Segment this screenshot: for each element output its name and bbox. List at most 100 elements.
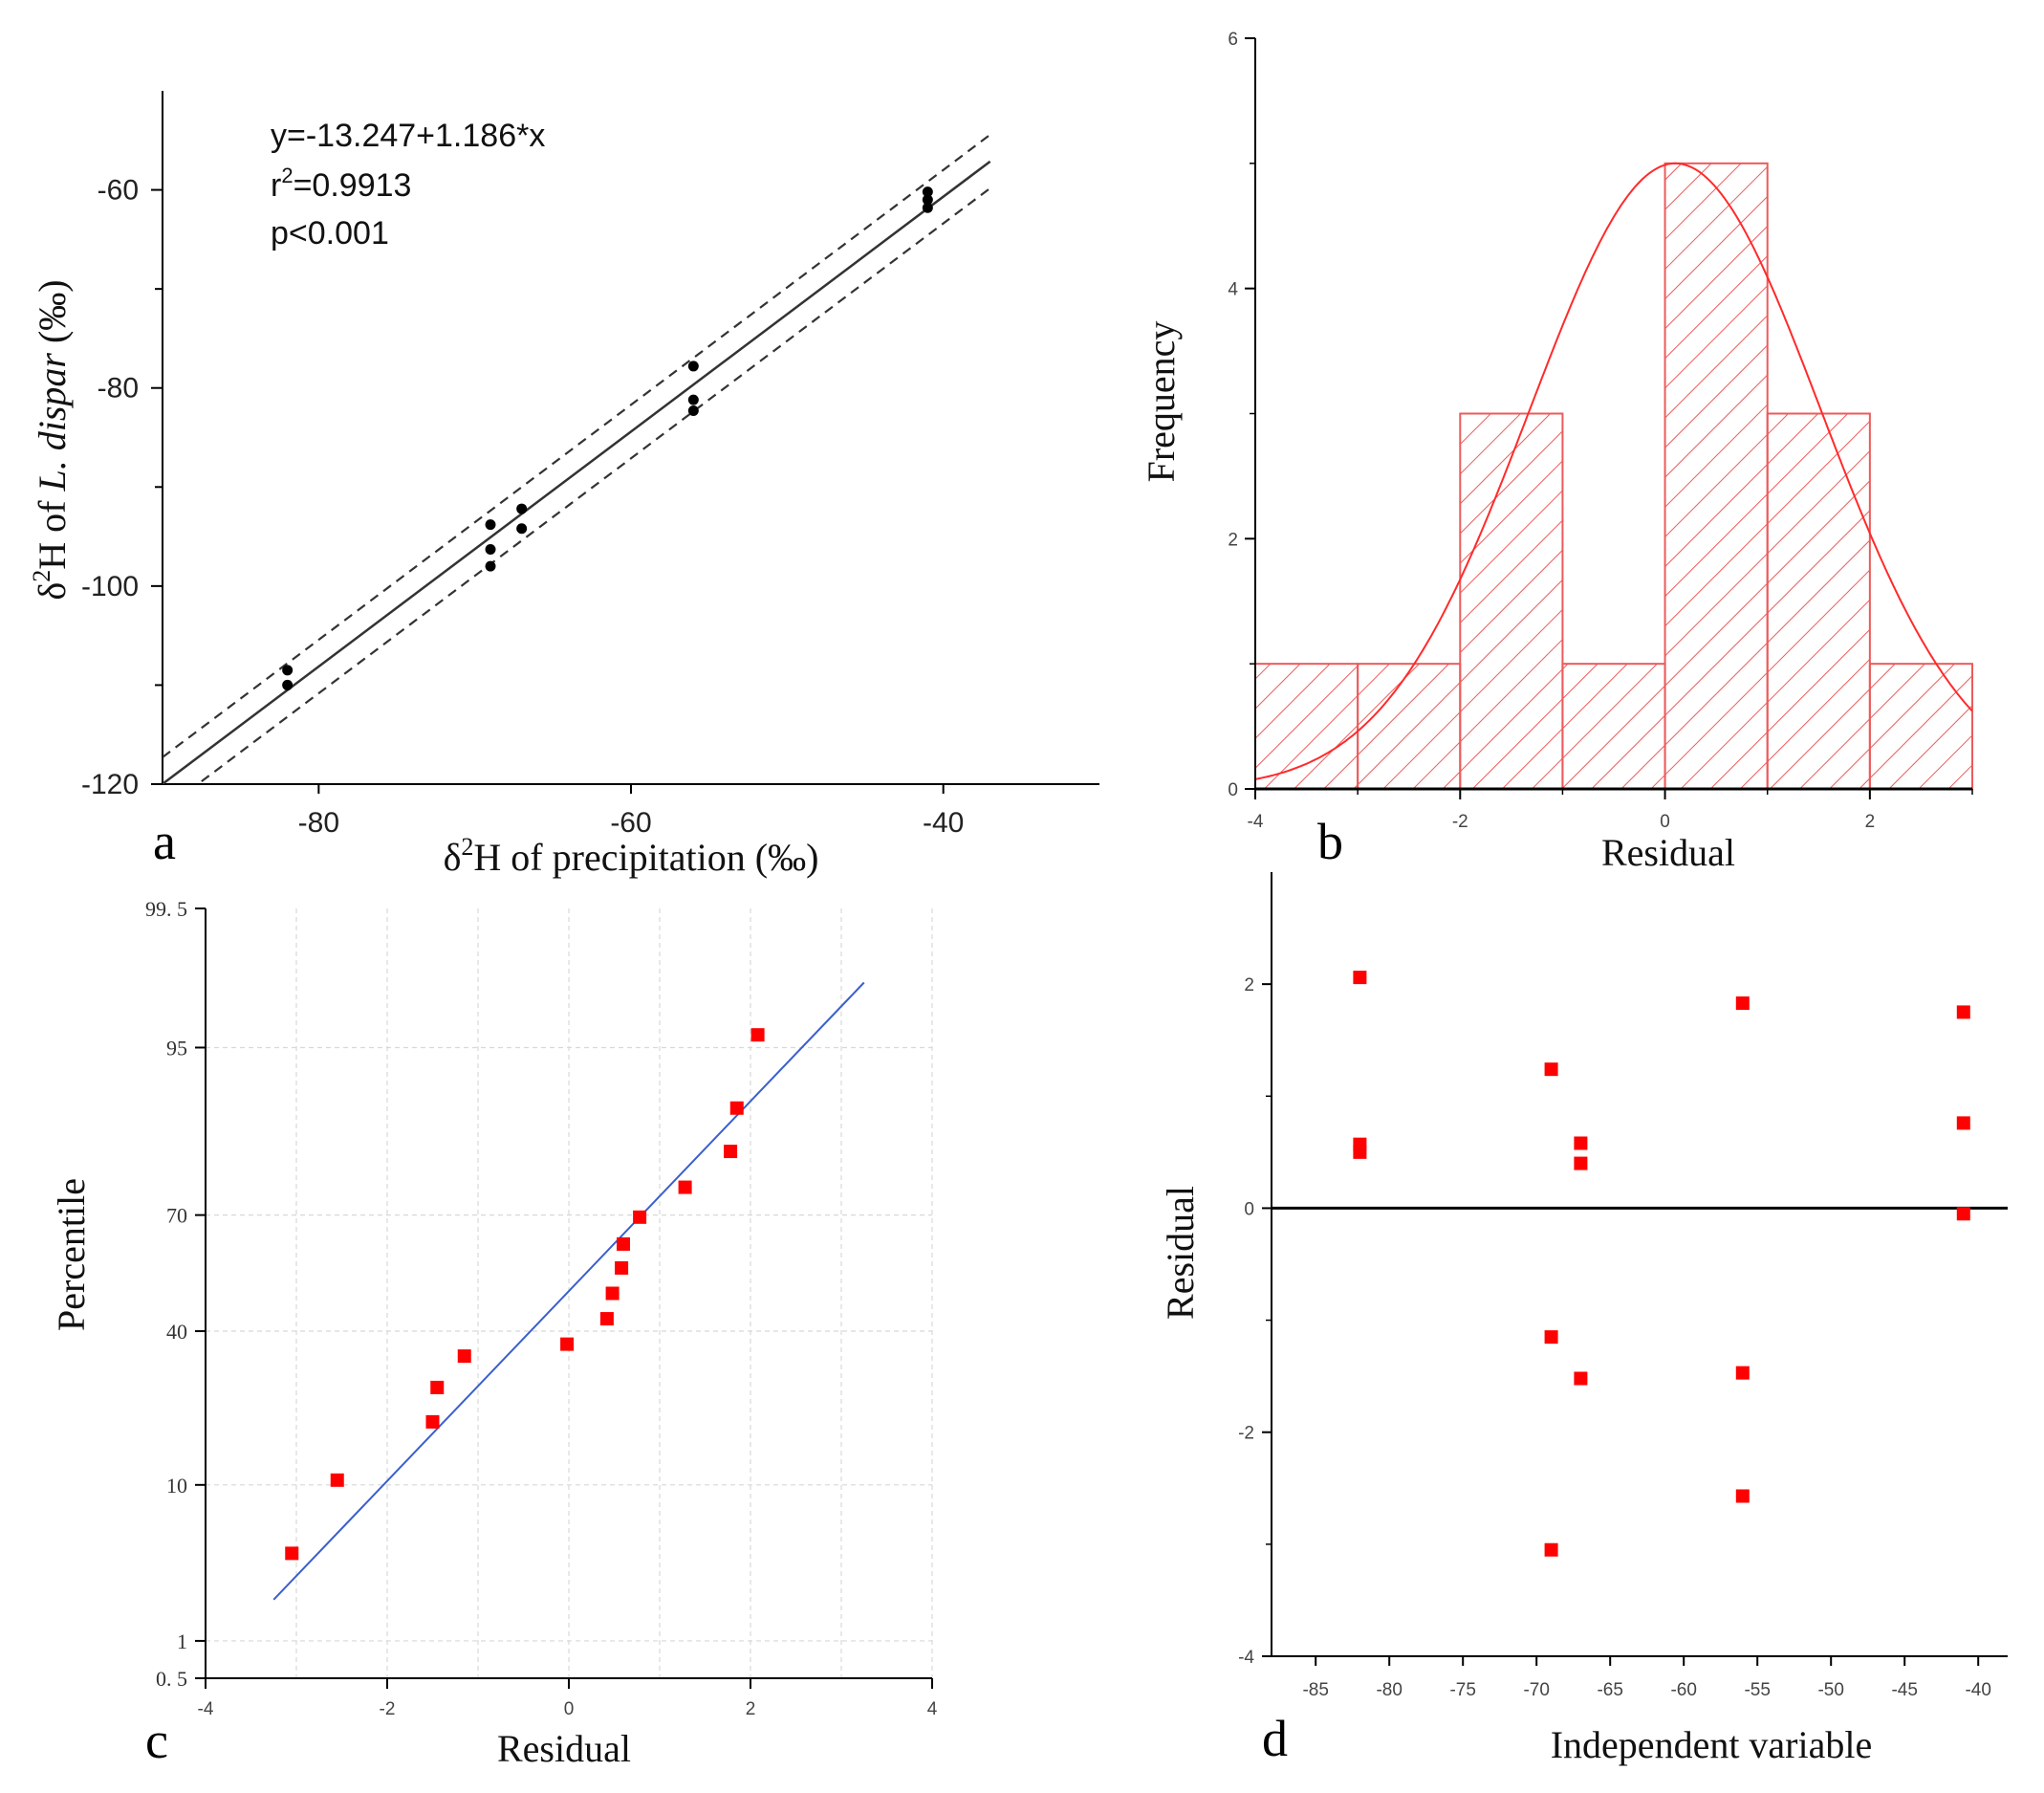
panel-b: -4 -2 0 2 0 2 4 6 Residual Frequency b xyxy=(1140,30,1974,874)
panel-d-letter: d xyxy=(1262,1710,1288,1767)
panel-a-y-tick-label: -120 xyxy=(81,769,139,800)
panel-d-point xyxy=(1574,1156,1588,1170)
panel-c-x-tick-label: -4 xyxy=(198,1699,214,1719)
panel-b-x-tick-label: -2 xyxy=(1452,812,1468,832)
panel-d-x-tick-label: -60 xyxy=(1670,1680,1696,1700)
panel-c-x-tick-label: 2 xyxy=(746,1699,756,1719)
panel-d-point xyxy=(1353,971,1367,985)
panel-b-bar xyxy=(1254,663,1359,791)
panel-d-x-tick-label: -45 xyxy=(1891,1680,1917,1700)
panel-d-x-tick-label: -85 xyxy=(1302,1680,1328,1700)
panel-a-point xyxy=(485,560,496,572)
panel-d-point xyxy=(1574,1371,1588,1386)
panel-d-point xyxy=(1956,1207,1970,1221)
panel-c-point xyxy=(617,1236,630,1251)
panel-a-point xyxy=(687,361,699,372)
panel-d-point xyxy=(1353,1145,1367,1159)
panel-d-y-tick-label: 2 xyxy=(1244,975,1254,995)
panel-a-point xyxy=(282,679,294,690)
panel-c-point xyxy=(678,1180,692,1194)
panel-c-point xyxy=(330,1473,344,1487)
panel-c-y-tick-label: 1 xyxy=(177,1629,187,1653)
panel-a-point xyxy=(485,519,496,531)
panel-b-bar xyxy=(1561,663,1666,791)
panel-d-x-label: Independent variable xyxy=(1551,1723,1873,1766)
panel-c-x-tick-label: 4 xyxy=(927,1699,938,1719)
panel-c-point xyxy=(560,1337,575,1351)
panel-d-y-tick-label: -2 xyxy=(1238,1424,1254,1444)
panel-c-y-tick-label: 99. 5 xyxy=(145,897,187,921)
panel-a-confidence-line xyxy=(196,186,991,784)
panel-a-point xyxy=(687,394,699,405)
panel-a-confidence-line xyxy=(163,133,991,758)
panel-c-point xyxy=(599,1312,614,1326)
panel-a-r-squared: r2=0.9913 xyxy=(271,164,411,204)
panel-d-point xyxy=(1735,1366,1750,1380)
panel-c-point xyxy=(605,1286,620,1301)
panel-b-bar xyxy=(1357,663,1462,791)
panel-d-y-tick-label: -4 xyxy=(1238,1648,1254,1668)
panel-c-point xyxy=(750,1028,765,1042)
panel-c-y-tick-label: 70 xyxy=(166,1204,187,1228)
panel-b-y-tick-label: 6 xyxy=(1228,30,1238,50)
panel-c-point xyxy=(457,1349,471,1364)
panel-d-x-tick-label: -70 xyxy=(1523,1680,1549,1700)
panel-c-point xyxy=(430,1380,445,1394)
panel-b-normal-curve xyxy=(1255,162,1972,780)
panel-d-point xyxy=(1544,1062,1558,1077)
panel-a-x-tick-label: -60 xyxy=(610,807,651,839)
panel-d-y-tick-label: 0 xyxy=(1244,1199,1254,1219)
panel-c-letter: c xyxy=(145,1712,168,1769)
panel-a-y-tick-label: -80 xyxy=(98,373,139,405)
panel-c-point xyxy=(633,1210,647,1224)
panel-b-x-tick-label: 2 xyxy=(1865,812,1876,832)
panel-d-point xyxy=(1735,996,1750,1011)
panel-c-point xyxy=(729,1101,744,1115)
panel-a-point xyxy=(516,503,528,514)
panel-d-point xyxy=(1956,1116,1970,1130)
panel-a-point xyxy=(516,523,528,535)
panel-a-point xyxy=(282,665,294,676)
panel-c-point xyxy=(615,1260,629,1275)
panel-d-x-tick-label: -65 xyxy=(1597,1680,1622,1700)
panel-c: -4 -2 0 2 4 99. 5 95 70 40 10 1 0. 5 Residual Perce… xyxy=(50,897,938,1770)
panel-d-x-tick-label: -75 xyxy=(1449,1680,1475,1700)
panel-c-y-tick-label: 10 xyxy=(166,1474,187,1498)
panel-b-y-tick-label: 2 xyxy=(1228,530,1238,550)
panel-b-letter: b xyxy=(1317,813,1343,870)
panel-a: -80 -60 -40 -60 -80 -100 -120 y=-13.247+1.186*… xyxy=(28,91,1099,879)
panel-a-point xyxy=(687,405,699,417)
panel-d: -85 -80 -75 -70 -65 -60 -55 -50 -45 -40 2 0 -2 -4 Ind… xyxy=(1159,872,2008,1767)
panel-b-y-label: Frequency xyxy=(1140,321,1183,483)
panel-d-x-tick-label: -40 xyxy=(1965,1680,1990,1700)
panel-d-x-tick-label: -55 xyxy=(1744,1680,1770,1700)
panel-c-y-label: Percentile xyxy=(50,1178,93,1331)
panel-a-point xyxy=(922,194,933,206)
panel-c-y-tick-label: 95 xyxy=(166,1036,187,1060)
panel-a-y-tick-label: -60 xyxy=(98,175,139,207)
panel-c-y-tick-label: 40 xyxy=(166,1320,187,1344)
panel-b-bar xyxy=(1663,162,1769,791)
panel-c-point xyxy=(724,1145,738,1159)
panel-d-x-tick-label: -50 xyxy=(1817,1680,1843,1700)
panel-a-point xyxy=(485,544,496,556)
panel-c-y-tick-label: 0. 5 xyxy=(156,1667,187,1691)
panel-a-x-label: δ2H of precipitation (‰) xyxy=(444,833,819,879)
panel-b-y-tick-label: 0 xyxy=(1228,780,1238,800)
panel-b-x-tick-label: -4 xyxy=(1248,812,1264,832)
panel-a-equation: y=-13.247+1.186*x xyxy=(271,118,545,154)
panel-a-letter: a xyxy=(153,813,176,870)
panel-a-y-label: δ2H of L. dispar (‰) xyxy=(28,279,74,600)
panel-d-y-label: Residual xyxy=(1159,1186,1202,1320)
panel-b-bar xyxy=(1868,663,1974,791)
panel-c-point xyxy=(285,1546,299,1561)
panel-c-fit-line xyxy=(272,981,865,1601)
panel-a-x-tick-label: -80 xyxy=(298,807,339,839)
panel-d-x-tick-label: -80 xyxy=(1376,1680,1402,1700)
panel-b-bar xyxy=(1766,412,1871,790)
panel-d-point xyxy=(1544,1330,1558,1345)
panel-a-p-value: p<0.001 xyxy=(271,215,389,251)
panel-a-point xyxy=(922,202,933,213)
panel-a-fit-line xyxy=(163,160,991,784)
